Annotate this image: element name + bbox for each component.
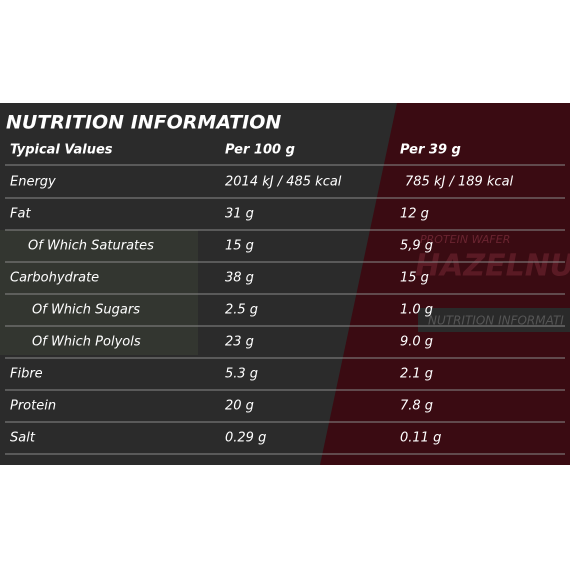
row-label: Fibre bbox=[10, 367, 43, 382]
row-value: 31 g bbox=[225, 207, 254, 222]
row-label: Carbohydrate bbox=[10, 271, 99, 286]
row-label: Of Which Sugars bbox=[32, 303, 140, 318]
bg-image bbox=[0, 230, 198, 355]
row-label: Of Which Saturates bbox=[28, 239, 154, 254]
row-value: 1.0 g bbox=[400, 303, 433, 318]
row-value: 15 g bbox=[225, 239, 254, 254]
title: NUTRITION INFORMATION bbox=[6, 112, 281, 134]
row-label: Fat bbox=[10, 207, 31, 222]
row-value: 9.0 g bbox=[400, 335, 433, 350]
row-value: 12 g bbox=[400, 207, 429, 222]
column-header: Typical Values bbox=[10, 143, 113, 158]
column-header: Per 100 g bbox=[225, 143, 295, 158]
row-value: 785 kJ / 189 kcal bbox=[405, 175, 514, 190]
bg-text: NUTRITION INFORMATI bbox=[428, 314, 564, 328]
row-value: 5,9 g bbox=[400, 239, 433, 254]
row-value: 20 g bbox=[225, 399, 254, 414]
row-label: Energy bbox=[10, 175, 56, 190]
row-value: 0.29 g bbox=[225, 431, 266, 446]
row-label: Protein bbox=[10, 399, 56, 414]
bg-box bbox=[418, 308, 570, 332]
bg-text: PROTEIN WAFER bbox=[420, 233, 510, 246]
panel-maroon bbox=[320, 103, 570, 465]
row-value: 5.3 g bbox=[225, 367, 258, 382]
row-value: 15 g bbox=[400, 271, 429, 286]
column-header: Per 39 g bbox=[400, 143, 461, 158]
row-label: Of Which Polyols bbox=[32, 335, 141, 350]
row-value: 2.1 g bbox=[400, 367, 433, 382]
row-value: 38 g bbox=[225, 271, 254, 286]
bg-text: HAZELNUT bbox=[415, 249, 570, 284]
row-value: 2014 kJ / 485 kcal bbox=[225, 175, 342, 190]
row-value: 7.8 g bbox=[400, 399, 433, 414]
row-value: 0.11 g bbox=[400, 431, 441, 446]
row-label: Salt bbox=[10, 431, 36, 446]
row-value: 2.5 g bbox=[225, 303, 258, 318]
row-value: 23 g bbox=[225, 335, 254, 350]
